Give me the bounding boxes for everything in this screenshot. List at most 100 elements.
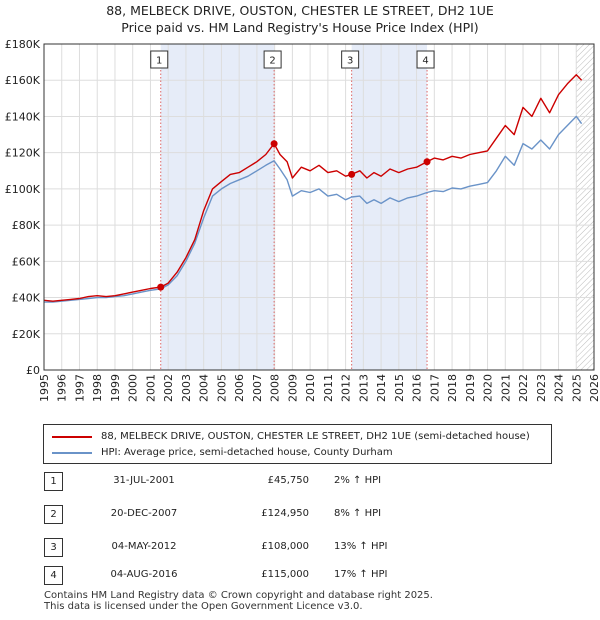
x-tick-label: 2018 bbox=[446, 374, 459, 402]
sale-point bbox=[423, 158, 431, 166]
sale-number-badge: 1 bbox=[44, 472, 63, 491]
x-tick-label: 2024 bbox=[553, 374, 566, 402]
y-tick-label: £0 bbox=[26, 364, 40, 377]
legend-swatch-hpi bbox=[52, 451, 92, 454]
legend-item-hpi: HPI: Average price, semi-detached house,… bbox=[52, 445, 393, 460]
sale-marker-box bbox=[263, 50, 282, 69]
sale-price: £115,000 bbox=[261, 569, 309, 580]
y-tick-label: £40K bbox=[12, 292, 41, 305]
sale-date: 31-JUL-2001 bbox=[113, 475, 175, 486]
sale-markers: 1 2 3 4 bbox=[150, 50, 435, 69]
footer-copyright: Contains HM Land Registry data © Crown c… bbox=[44, 590, 433, 601]
legend-item-property: 88, MELBECK DRIVE, OUSTON, CHESTER LE ST… bbox=[52, 429, 530, 444]
series-line-hpi bbox=[44, 115, 583, 303]
legend-label-hpi: HPI: Average price, semi-detached house,… bbox=[101, 447, 393, 458]
sale-date: 04-MAY-2012 bbox=[111, 541, 177, 552]
sale-date: 20-DEC-2007 bbox=[110, 508, 178, 519]
sale-point bbox=[348, 170, 356, 178]
x-tick-label: 2009 bbox=[286, 374, 299, 402]
sale-marker-label: 3 bbox=[347, 56, 353, 67]
x-tick-label: 2004 bbox=[198, 374, 211, 402]
sale-number-badge: 2 bbox=[44, 505, 63, 524]
x-tick-label: 2002 bbox=[162, 374, 175, 402]
x-tick-label: 2021 bbox=[499, 374, 512, 402]
x-tick-label: 2016 bbox=[411, 374, 424, 402]
y-tick-label: £60K bbox=[12, 255, 41, 268]
footer: Contains HM Land Registry data © Crown c… bbox=[44, 590, 433, 612]
sale-marker-box bbox=[341, 50, 360, 69]
shaded-range bbox=[160, 44, 275, 370]
price-chart: £0 £20K £40K £60K £80K £100K £120K £140K £160K £1… bbox=[5, 38, 600, 402]
x-tick-label: 2003 bbox=[180, 374, 193, 402]
x-tick-label: 2026 bbox=[588, 374, 600, 402]
hatched-region bbox=[576, 44, 594, 370]
sale-marker-label: 2 bbox=[269, 56, 275, 67]
x-tick-label: 1995 bbox=[38, 374, 51, 402]
x-tick-label: 2022 bbox=[517, 374, 530, 402]
x-tick-label: 2012 bbox=[340, 374, 353, 402]
x-tick-label: 1997 bbox=[73, 374, 86, 402]
sale-points bbox=[157, 140, 431, 291]
x-tick-label: 2005 bbox=[215, 374, 228, 402]
y-tick-label: £120K bbox=[5, 147, 41, 160]
x-tick-label: 2015 bbox=[393, 374, 406, 402]
plot-frame bbox=[43, 43, 595, 371]
x-tick-label: 2014 bbox=[375, 374, 388, 402]
y-tick-label: £100K bbox=[5, 183, 41, 196]
sale-date: 04-AUG-2016 bbox=[110, 569, 178, 580]
legend-swatch-property bbox=[52, 435, 92, 438]
x-tick-label: 2000 bbox=[127, 374, 140, 402]
tick-labels: £0 £20K £40K £60K £80K £100K £120K £140K £160K £1… bbox=[5, 38, 600, 402]
sale-vlines bbox=[160, 70, 428, 370]
sale-row: 1 31-JUL-2001 £45,750 2% ↑ HPI bbox=[44, 472, 544, 492]
shaded-ranges bbox=[44, 44, 594, 370]
chart-title-line2: Price paid vs. HM Land Registry's House … bbox=[121, 20, 479, 35]
sale-price: £45,750 bbox=[267, 475, 309, 486]
sale-hpi-change: 8% ↑ HPI bbox=[334, 508, 382, 519]
sale-marker-box bbox=[416, 50, 435, 69]
x-tick-label: 1999 bbox=[109, 374, 122, 402]
sale-marker-label: 4 bbox=[422, 56, 428, 67]
x-tick-label: 2010 bbox=[304, 374, 317, 402]
y-tick-label: £160K bbox=[5, 74, 41, 87]
y-tick-label: £180K bbox=[5, 38, 41, 51]
sale-number-badge: 3 bbox=[44, 538, 63, 557]
chart-title: 88, MELBECK DRIVE, OUSTON, CHESTER LE ST… bbox=[0, 2, 600, 36]
x-tick-label: 2019 bbox=[464, 374, 477, 402]
x-tick-label: 2006 bbox=[233, 374, 246, 402]
x-tick-label: 2001 bbox=[144, 374, 157, 402]
x-tick-label: 2007 bbox=[251, 374, 264, 402]
series-lines bbox=[43, 74, 583, 303]
sale-point bbox=[157, 283, 165, 291]
legend-label-property: 88, MELBECK DRIVE, OUSTON, CHESTER LE ST… bbox=[101, 431, 530, 442]
x-tick-label: 1996 bbox=[56, 374, 69, 402]
y-tick-label: £140K bbox=[5, 110, 41, 123]
grid bbox=[43, 43, 595, 371]
series-line-property bbox=[43, 74, 583, 302]
x-tick-label: 2020 bbox=[482, 374, 495, 402]
sale-marker-box bbox=[150, 50, 169, 69]
sale-number-badge: 4 bbox=[44, 566, 63, 585]
x-tick-label: 1998 bbox=[91, 374, 104, 402]
sale-row: 4 04-AUG-2016 £115,000 17% ↑ HPI bbox=[44, 566, 544, 586]
x-tick-label: 2013 bbox=[357, 374, 370, 402]
axes bbox=[43, 43, 595, 371]
y-tick-label: £80K bbox=[12, 219, 41, 232]
x-tick-label: 2025 bbox=[570, 374, 583, 402]
sale-hpi-change: 2% ↑ HPI bbox=[334, 475, 382, 486]
sale-row: 2 20-DEC-2007 £124,950 8% ↑ HPI bbox=[44, 505, 544, 525]
sale-marker-label: 1 bbox=[156, 56, 162, 67]
legend: 88, MELBECK DRIVE, OUSTON, CHESTER LE ST… bbox=[43, 424, 552, 464]
y-tick-label: £20K bbox=[12, 328, 41, 341]
sale-hpi-change: 13% ↑ HPI bbox=[334, 541, 388, 552]
shaded-range bbox=[351, 44, 428, 370]
chart-title-line1: 88, MELBECK DRIVE, OUSTON, CHESTER LE ST… bbox=[106, 3, 494, 18]
x-tick-label: 2017 bbox=[428, 374, 441, 402]
x-tick-label: 2008 bbox=[269, 374, 282, 402]
x-tick-label: 2023 bbox=[535, 374, 548, 402]
footer-licence: This data is licensed under the Open Gov… bbox=[44, 601, 363, 612]
sale-row: 3 04-MAY-2012 £108,000 13% ↑ HPI bbox=[44, 538, 544, 558]
x-tick-label: 2011 bbox=[322, 374, 335, 402]
sale-price: £108,000 bbox=[261, 541, 309, 552]
plot-area bbox=[44, 44, 594, 370]
